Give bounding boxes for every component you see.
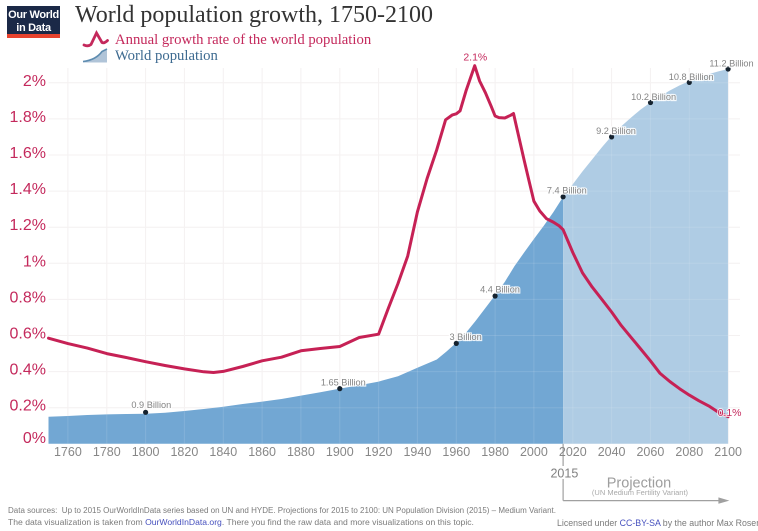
svg-text:1760: 1760 <box>54 445 82 459</box>
svg-text:3 Billion: 3 Billion <box>450 332 482 342</box>
svg-text:1920: 1920 <box>365 445 393 459</box>
svg-text:2015: 2015 <box>550 467 578 481</box>
svg-text:1820: 1820 <box>170 445 198 459</box>
svg-text:1940: 1940 <box>403 445 431 459</box>
svg-text:2.1%: 2.1% <box>463 52 487 64</box>
svg-text:0%: 0% <box>23 430 46 447</box>
svg-text:2040: 2040 <box>598 445 626 459</box>
svg-text:0.6%: 0.6% <box>10 326 46 343</box>
svg-text:Projection: Projection <box>607 476 671 492</box>
svg-text:1960: 1960 <box>442 445 470 459</box>
svg-text:(UN Medium Fertility Variant): (UN Medium Fertility Variant) <box>592 488 689 497</box>
svg-text:0.2%: 0.2% <box>10 398 46 415</box>
svg-text:1.8%: 1.8% <box>10 109 46 126</box>
svg-text:10.2 Billion: 10.2 Billion <box>631 92 676 102</box>
svg-text:2000: 2000 <box>520 445 548 459</box>
svg-text:1900: 1900 <box>326 445 354 459</box>
svg-text:1.65 Billion: 1.65 Billion <box>321 377 366 387</box>
svg-text:0.1%: 0.1% <box>718 407 742 419</box>
svg-text:1840: 1840 <box>209 445 237 459</box>
svg-text:1860: 1860 <box>248 445 276 459</box>
svg-text:1780: 1780 <box>93 445 121 459</box>
svg-text:2060: 2060 <box>636 445 664 459</box>
svg-text:2100: 2100 <box>714 445 742 459</box>
svg-text:1800: 1800 <box>132 445 160 459</box>
svg-text:1.4%: 1.4% <box>10 181 46 198</box>
svg-text:1.2%: 1.2% <box>10 217 46 234</box>
svg-text:1.6%: 1.6% <box>10 145 46 162</box>
svg-text:0.8%: 0.8% <box>10 289 46 306</box>
svg-text:4.4 Billion: 4.4 Billion <box>480 284 520 294</box>
svg-text:11.2 Billion: 11.2 Billion <box>709 59 753 69</box>
svg-text:1%: 1% <box>23 253 46 270</box>
svg-text:0.4%: 0.4% <box>10 362 46 379</box>
svg-text:2020: 2020 <box>559 445 587 459</box>
svg-text:2%: 2% <box>23 73 46 90</box>
svg-text:2080: 2080 <box>675 445 703 459</box>
svg-text:7.4 Billion: 7.4 Billion <box>547 186 587 196</box>
svg-text:1980: 1980 <box>481 445 509 459</box>
svg-text:1880: 1880 <box>287 445 315 459</box>
svg-text:9.2 Billion: 9.2 Billion <box>596 126 636 136</box>
svg-text:0.9 Billion: 0.9 Billion <box>131 400 171 410</box>
svg-text:10.8 Billion: 10.8 Billion <box>669 72 714 82</box>
